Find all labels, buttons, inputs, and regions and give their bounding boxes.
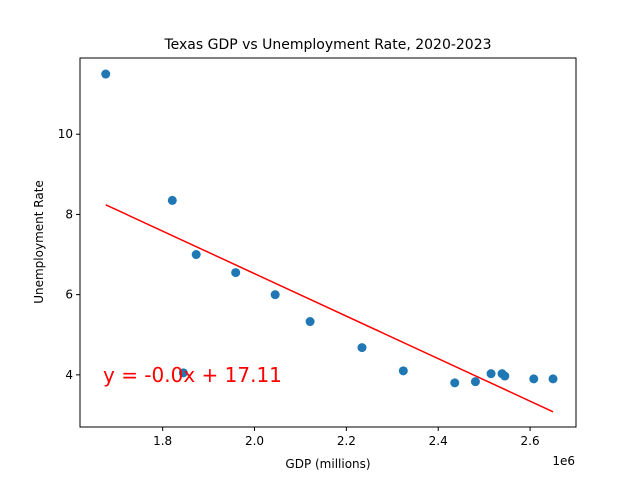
scatter-points xyxy=(101,69,558,388)
scatter-point xyxy=(231,268,241,278)
scatter-point xyxy=(167,195,177,205)
x-tick-label: 2.6 xyxy=(521,434,540,448)
x-axis-offset-label: 1e6 xyxy=(552,454,575,468)
y-axis-label: Unemployment Rate xyxy=(32,180,46,304)
scatter-point xyxy=(178,368,188,378)
x-axis-ticks: 1.8 2.0 2.2 2.4 2.6 xyxy=(153,427,540,448)
scatter-point xyxy=(191,250,201,260)
y-tick-label: 6 xyxy=(65,288,73,302)
trendline-equation: y = -0.0x + 17.11 xyxy=(103,363,282,387)
scatter-point xyxy=(529,374,539,384)
x-tick-label: 1.8 xyxy=(153,434,172,448)
y-tick-label: 10 xyxy=(58,127,73,141)
scatter-point xyxy=(357,343,367,353)
trendline-layer xyxy=(105,204,554,413)
scatter-point xyxy=(548,374,558,384)
plot-area-frame xyxy=(79,57,577,428)
scatter-point xyxy=(270,290,280,300)
y-axis-ticks: 4 6 8 10 xyxy=(58,127,80,382)
trendline xyxy=(105,204,554,413)
y-tick-label: 8 xyxy=(65,207,73,221)
scatter-point xyxy=(101,69,111,79)
x-tick-label: 2.0 xyxy=(245,434,264,448)
x-axis-label: GDP (millions) xyxy=(285,457,370,471)
scatter-point xyxy=(486,369,496,379)
scatter-point xyxy=(450,378,460,388)
chart-title: Texas GDP vs Unemployment Rate, 2020-202… xyxy=(163,37,491,53)
scatter-point xyxy=(500,371,510,381)
x-tick-label: 2.2 xyxy=(337,434,356,448)
scatter-point xyxy=(305,317,315,327)
scatter-point xyxy=(470,377,480,387)
y-tick-label: 4 xyxy=(65,368,73,382)
x-tick-label: 2.4 xyxy=(429,434,448,448)
scatter-point xyxy=(398,366,408,376)
